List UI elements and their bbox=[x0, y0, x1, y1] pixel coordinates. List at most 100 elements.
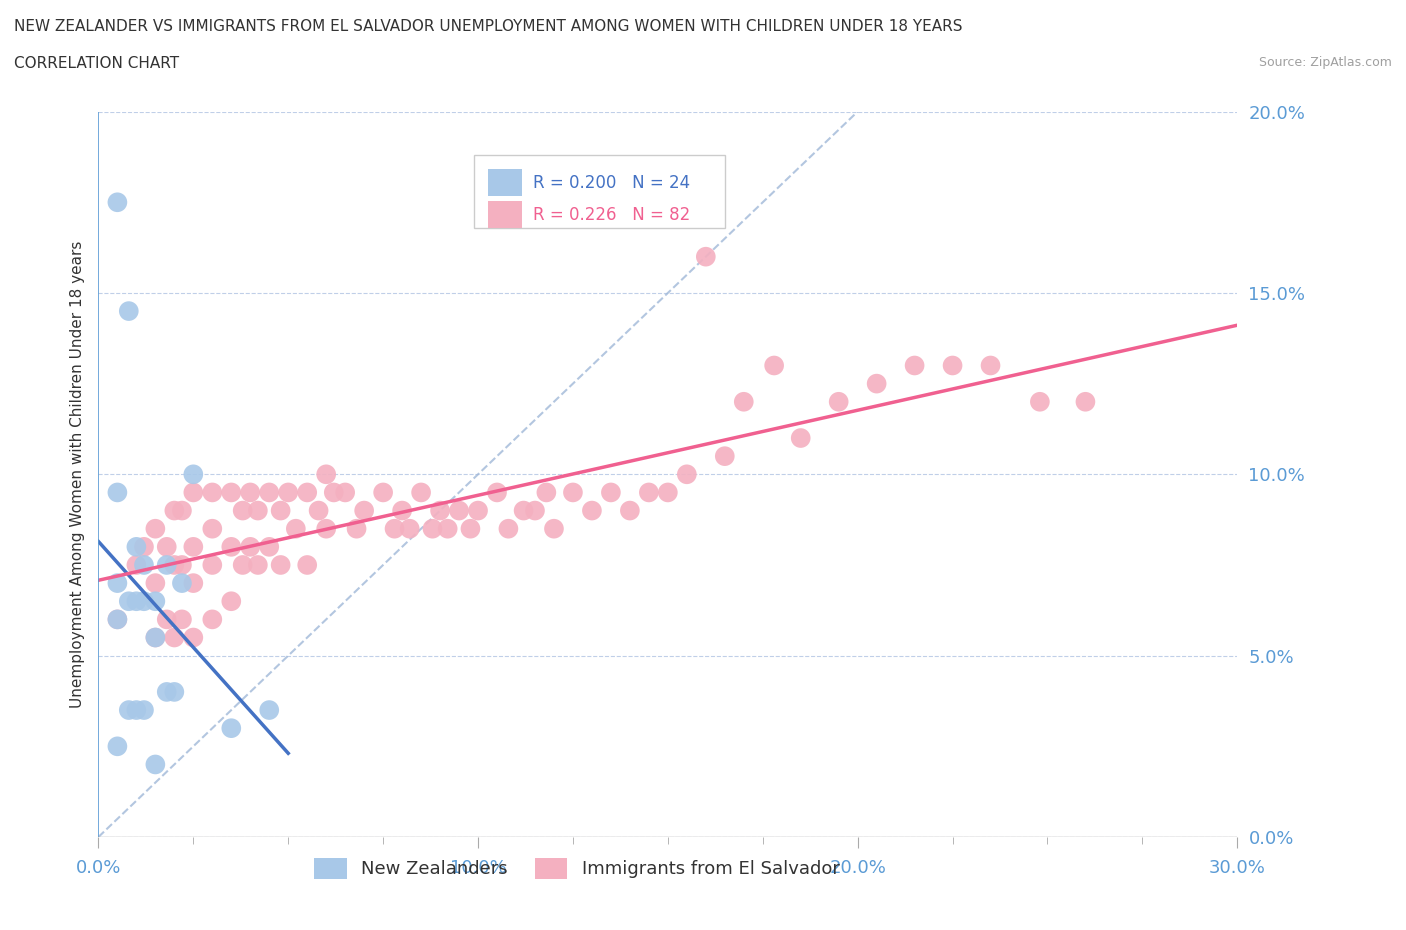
Point bbox=[163, 503, 186, 518]
Point bbox=[422, 521, 444, 536]
Point bbox=[107, 738, 129, 753]
Text: R = 0.200   N = 24: R = 0.200 N = 24 bbox=[533, 174, 690, 192]
Point bbox=[170, 612, 193, 627]
Point bbox=[118, 303, 141, 318]
Point bbox=[638, 485, 661, 500]
Point bbox=[512, 503, 534, 518]
Point bbox=[163, 558, 186, 573]
Point bbox=[145, 631, 167, 645]
Point bbox=[107, 576, 129, 591]
Point bbox=[411, 485, 433, 500]
Point bbox=[979, 358, 1001, 373]
Point bbox=[183, 631, 205, 645]
Point bbox=[246, 503, 269, 518]
Point bbox=[239, 485, 262, 500]
Point bbox=[322, 485, 344, 500]
Point bbox=[221, 721, 243, 736]
Point bbox=[183, 467, 205, 482]
Point bbox=[398, 521, 420, 536]
Text: R = 0.226   N = 82: R = 0.226 N = 82 bbox=[533, 206, 690, 223]
Point bbox=[221, 594, 243, 609]
Point bbox=[118, 594, 141, 609]
Point bbox=[170, 503, 193, 518]
Point bbox=[942, 358, 965, 373]
Point bbox=[183, 539, 205, 554]
Point bbox=[391, 503, 413, 518]
Point bbox=[132, 594, 155, 609]
Point bbox=[315, 521, 337, 536]
Point bbox=[125, 594, 148, 609]
Point bbox=[384, 521, 406, 536]
Point bbox=[562, 485, 585, 500]
Point bbox=[270, 503, 292, 518]
Point bbox=[284, 521, 307, 536]
Point bbox=[259, 485, 281, 500]
Point bbox=[183, 485, 205, 500]
Point bbox=[486, 485, 509, 500]
Y-axis label: Unemployment Among Women with Children Under 18 years: Unemployment Among Women with Children U… bbox=[69, 241, 84, 708]
Point bbox=[163, 631, 186, 645]
Point bbox=[125, 539, 148, 554]
Point bbox=[346, 521, 368, 536]
Point bbox=[145, 576, 167, 591]
Point bbox=[436, 521, 458, 536]
Point bbox=[828, 394, 851, 409]
Point bbox=[201, 558, 224, 573]
Point bbox=[270, 558, 292, 573]
Point bbox=[201, 612, 224, 627]
Point bbox=[498, 521, 520, 536]
Point bbox=[460, 521, 482, 536]
Point bbox=[1029, 394, 1052, 409]
Point bbox=[145, 631, 167, 645]
Point bbox=[201, 485, 224, 500]
Point bbox=[1074, 394, 1097, 409]
Point bbox=[156, 612, 179, 627]
Point bbox=[107, 612, 129, 627]
Point bbox=[335, 485, 357, 500]
Point bbox=[232, 558, 254, 573]
Point bbox=[714, 449, 737, 464]
Point bbox=[156, 558, 179, 573]
Point bbox=[449, 503, 471, 518]
Bar bbox=[488, 201, 522, 229]
Point bbox=[246, 558, 269, 573]
Point bbox=[107, 612, 129, 627]
Point bbox=[536, 485, 558, 500]
Bar bbox=[488, 169, 522, 196]
Point bbox=[107, 485, 129, 500]
Point bbox=[118, 703, 141, 718]
Point bbox=[524, 503, 547, 518]
Point bbox=[239, 539, 262, 554]
Point bbox=[145, 757, 167, 772]
Text: NEW ZEALANDER VS IMMIGRANTS FROM EL SALVADOR UNEMPLOYMENT AMONG WOMEN WITH CHILD: NEW ZEALANDER VS IMMIGRANTS FROM EL SALV… bbox=[14, 19, 963, 33]
Text: CORRELATION CHART: CORRELATION CHART bbox=[14, 56, 179, 71]
Point bbox=[156, 684, 179, 699]
Point bbox=[170, 576, 193, 591]
Point bbox=[132, 539, 155, 554]
Point bbox=[259, 703, 281, 718]
Point bbox=[429, 503, 451, 518]
Bar bbox=[474, 155, 725, 228]
Point bbox=[297, 485, 319, 500]
Text: Source: ZipAtlas.com: Source: ZipAtlas.com bbox=[1258, 56, 1392, 69]
Point bbox=[156, 539, 179, 554]
Point bbox=[657, 485, 679, 500]
Point bbox=[790, 431, 813, 445]
Point bbox=[866, 377, 889, 392]
Point bbox=[904, 358, 927, 373]
Point bbox=[371, 485, 394, 500]
Point bbox=[145, 594, 167, 609]
Point bbox=[543, 521, 565, 536]
Point bbox=[353, 503, 375, 518]
Point bbox=[125, 703, 148, 718]
Point bbox=[315, 467, 337, 482]
Point bbox=[221, 485, 243, 500]
Point bbox=[132, 558, 155, 573]
Point bbox=[259, 539, 281, 554]
Point bbox=[221, 539, 243, 554]
Point bbox=[619, 503, 641, 518]
Point bbox=[695, 249, 717, 264]
Point bbox=[132, 703, 155, 718]
Point bbox=[277, 485, 299, 500]
Point bbox=[163, 684, 186, 699]
